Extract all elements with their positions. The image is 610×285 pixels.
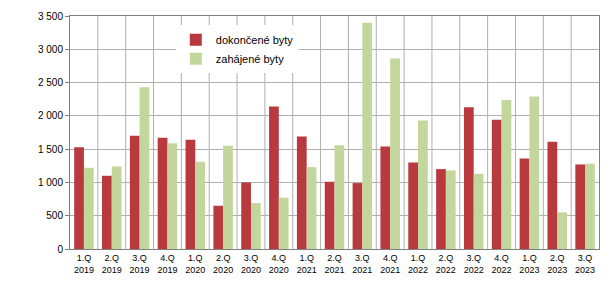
svg-text:3.Q2019: 3.Q2019	[130, 253, 150, 275]
svg-text:2 500: 2 500	[38, 77, 63, 88]
svg-text:zahájené byty: zahájené byty	[216, 53, 284, 65]
svg-text:2.Q2023: 2.Q2023	[547, 253, 567, 275]
svg-text:2 000: 2 000	[38, 110, 63, 121]
svg-text:4.Q2022: 4.Q2022	[492, 253, 512, 275]
svg-text:3 000: 3 000	[38, 44, 63, 55]
svg-text:3.Q2021: 3.Q2021	[352, 253, 372, 275]
svg-text:1 000: 1 000	[38, 177, 63, 188]
svg-text:2.Q2019: 2.Q2019	[102, 253, 122, 275]
svg-text:2.Q2022: 2.Q2022	[436, 253, 456, 275]
svg-text:0: 0	[57, 244, 63, 255]
svg-text:1.Q2022: 1.Q2022	[408, 253, 428, 275]
svg-text:1 500: 1 500	[38, 144, 63, 155]
svg-text:1.Q2021: 1.Q2021	[297, 253, 317, 275]
svg-text:dokončené byty: dokončené byty	[216, 34, 294, 46]
svg-text:2.Q2021: 2.Q2021	[324, 253, 344, 275]
svg-text:1.Q2019: 1.Q2019	[74, 253, 94, 275]
svg-text:3.Q2023: 3.Q2023	[575, 253, 595, 275]
svg-text:4.Q2021: 4.Q2021	[380, 253, 400, 275]
svg-text:1.Q2023: 1.Q2023	[519, 253, 539, 275]
svg-text:4.Q2020: 4.Q2020	[269, 253, 289, 275]
svg-text:4.Q2019: 4.Q2019	[157, 253, 177, 275]
svg-text:3.Q2020: 3.Q2020	[241, 253, 261, 275]
svg-text:3.Q2022: 3.Q2022	[464, 253, 484, 275]
svg-text:500: 500	[46, 210, 63, 221]
svg-text:3 500: 3 500	[38, 11, 63, 22]
svg-text:1.Q2020: 1.Q2020	[185, 253, 205, 275]
svg-text:2.Q2020: 2.Q2020	[213, 253, 233, 275]
